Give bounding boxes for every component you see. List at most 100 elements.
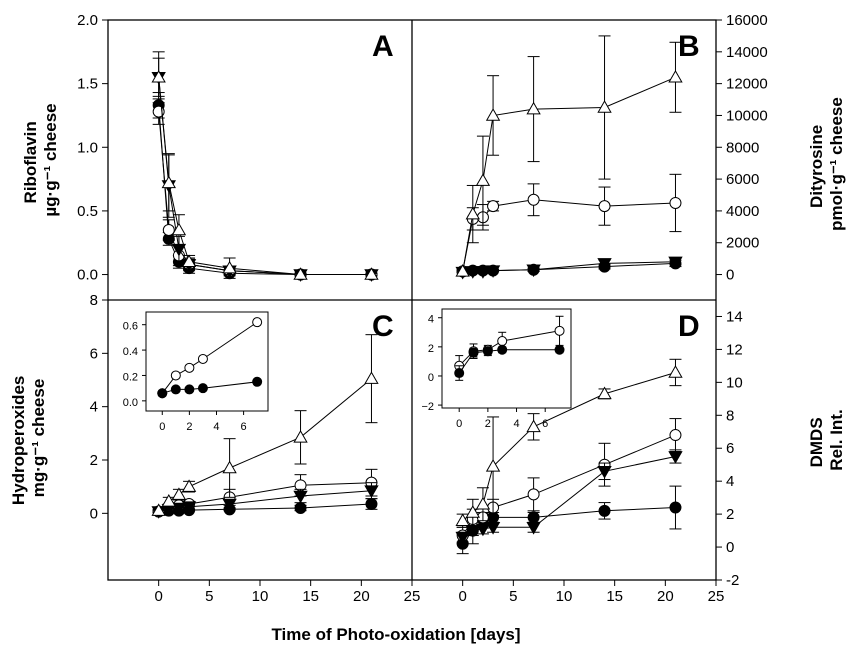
- panel-d-xtick-label: 10: [556, 588, 573, 605]
- panel-c-inset-xtick-label: 6: [241, 421, 247, 433]
- panel-a-ytick-label: 1.5: [77, 76, 98, 93]
- panel-c-inset-series-1-point: [184, 384, 195, 395]
- panel-b-series-2-point: [485, 265, 501, 278]
- panel-b-ytick-label: 4000: [726, 203, 759, 220]
- panel-d-series-2-point: [526, 522, 541, 535]
- y-axis-title-riboflavin-line1: Riboflavin: [21, 121, 40, 203]
- panel-d-inset-ytick-label: 0: [428, 372, 434, 384]
- panel-c-ytick-label: 4: [90, 399, 98, 416]
- panel-a-series-3-point: [293, 267, 308, 280]
- y-axis-title-riboflavin: Riboflavin µg·g⁻¹ cheese: [21, 103, 60, 216]
- y-axis-title-dmds-line1: DMDS: [807, 417, 826, 467]
- panel-c-inset-series-0-point: [197, 353, 208, 364]
- panel-d-series-3-point: [475, 496, 491, 510]
- panel-d-series-1-point: [669, 429, 682, 442]
- panel-d-inset-xtick-label: 4: [513, 418, 519, 430]
- panel-b-ytick-label: 2000: [726, 235, 759, 252]
- panel-d-series-2-point: [597, 466, 612, 479]
- panel-b-series-3-point: [526, 101, 541, 115]
- panel-d-group: [455, 358, 683, 555]
- panel-d-inset-series-0-point: [554, 325, 565, 336]
- panel-c-group: [151, 334, 379, 519]
- panel-d-inset-xtick-label: 0: [456, 418, 462, 430]
- panel-d-inset-series-1-point: [482, 346, 493, 357]
- panel-a-ytick-label: 0.0: [77, 267, 98, 284]
- panel-d-series-3-point: [597, 386, 612, 400]
- y-axis-title-hydroperoxides-line1: Hydroperoxides: [9, 376, 28, 505]
- panel-a-series-1-line: [158, 111, 372, 275]
- panel-d-ytick-label: 0: [726, 539, 734, 556]
- panel-c-series-2-point: [181, 501, 197, 514]
- panel-b-series-2-point: [597, 258, 612, 271]
- panel-b-series-3-point: [455, 264, 470, 277]
- panel-c-ytick-label: 6: [90, 345, 98, 362]
- plot-layer: 0.00.51.01.52.00200040006000800010000120…: [77, 12, 768, 605]
- panel-d-series-3-point: [526, 419, 541, 433]
- panel-d-inset-ytick-label: 2: [428, 343, 434, 355]
- panel-d-xtick-label: 25: [708, 588, 725, 605]
- panel-d-inset-series-1-point: [554, 344, 565, 355]
- panel-letter-b: B: [678, 30, 700, 63]
- panel-d-series-0-point: [669, 501, 682, 514]
- panel-c-inset-series-1-point: [197, 383, 208, 394]
- panel-d-series-2-point: [455, 531, 470, 545]
- panel-a-series-3-point: [222, 260, 237, 274]
- panel-c-inset-ytick-label: 0.0: [123, 397, 138, 409]
- panel-a-data: [151, 51, 379, 282]
- panel-b-ytick-label: 14000: [726, 44, 768, 61]
- panel-a-series-3-point: [181, 254, 197, 268]
- panel-d-inset-xtick-label: 2: [485, 418, 491, 430]
- panel-c-series-3-point: [161, 494, 176, 507]
- panel-a-series-0-line: [158, 105, 372, 275]
- panel-d-xtick-label: 0: [458, 588, 466, 605]
- panel-b-series-3-point: [475, 173, 491, 186]
- panel-a-ytick-label: 2.0: [77, 12, 98, 29]
- panel-b-series-2-point: [668, 256, 683, 270]
- panel-c-ytick-label: 0: [90, 505, 98, 522]
- panel-c-inset-xtick-label: 4: [213, 421, 219, 433]
- panel-c-inset-ytick-label: 0.2: [123, 371, 138, 383]
- panel-b-group: [455, 35, 683, 280]
- panel-c-series-0-point: [294, 502, 307, 514]
- y-axis-title-hydroperoxides-line2: mg·g⁻¹ cheese: [29, 379, 48, 498]
- panel-a-series-1-point: [162, 224, 175, 236]
- panel-b-series-1-point: [487, 200, 500, 213]
- panel-letter-d: D: [678, 310, 700, 343]
- panel-a-series-3-point: [364, 267, 379, 280]
- panel-d-ytick-label: 14: [726, 308, 743, 325]
- panel-d-inset-frame: [441, 308, 572, 409]
- panel-c-xtick-label: 15: [302, 588, 319, 605]
- panel-b-ytick-label: 10000: [726, 107, 768, 124]
- panel-c-xtick-label: 25: [404, 588, 421, 605]
- panel-d-series-1-point: [527, 488, 540, 501]
- panel-c-inset-series-1-point: [170, 384, 181, 395]
- panel-d-ytick-label: -2: [726, 572, 739, 589]
- panel-a-series-3-point: [171, 222, 187, 236]
- y-axis-title-riboflavin-line2: µg·g⁻¹ cheese: [41, 103, 60, 216]
- panel-d-ytick-label: 10: [726, 374, 743, 391]
- panel-d-inset-ytick-label: 4: [428, 314, 434, 326]
- panel-c-inset-series-0-point: [184, 362, 195, 373]
- panel-d-inset-ytick-label: −2: [421, 401, 434, 413]
- panel-c-series-3-point: [293, 430, 308, 443]
- y-axis-title-dmds-line2: Rel. Int.: [827, 409, 846, 470]
- panel-c-ytick-label: 2: [90, 452, 98, 469]
- panel-d-inset-series-0-point: [497, 336, 508, 347]
- panel-d-inset-xtick-label: 6: [542, 418, 548, 430]
- panel-b-series-1-point: [527, 193, 540, 206]
- panel-d-series-2-point: [485, 522, 501, 535]
- panel-b-series-2-point: [465, 266, 480, 279]
- panel-d-xtick-label: 15: [606, 588, 623, 605]
- panel-b-ytick-label: 16000: [726, 12, 768, 29]
- panel-letter-a: A: [372, 30, 394, 63]
- panel-b-series-3-point: [668, 69, 683, 83]
- panel-a-series-3-point: [161, 175, 176, 189]
- panel-d-series-2-point: [668, 451, 683, 464]
- y-axis-title-dmds: DMDS Rel. Int.: [807, 409, 846, 470]
- panel-b-series-3-point: [465, 206, 480, 220]
- panel-c-series-3-point: [151, 503, 166, 516]
- panel-a-series-3-point: [151, 69, 166, 83]
- panel-d-ytick-label: 8: [726, 407, 734, 424]
- panel-c-inset-series-1-point: [157, 388, 168, 399]
